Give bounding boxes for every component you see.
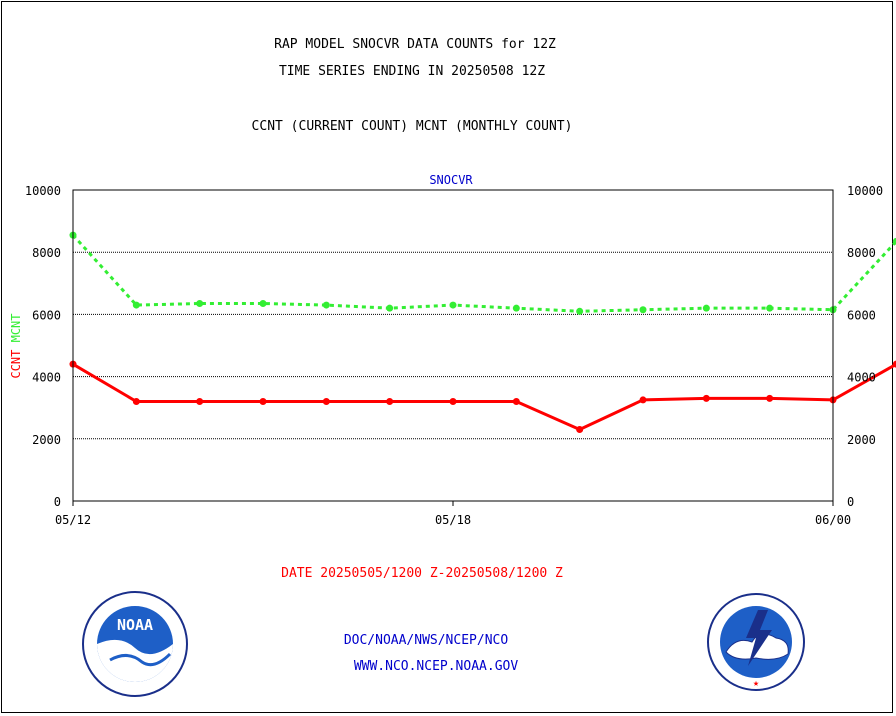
y-tick-label-left: 6000 (32, 308, 61, 322)
y-tick-label-right: 4000 (847, 371, 876, 385)
plot-frame (72, 189, 834, 502)
data-point-mcnt (322, 301, 330, 309)
chart-title-line1: RAP MODEL SNOCVR DATA COUNTS for 12Z (274, 37, 556, 52)
data-point-mcnt (702, 304, 710, 312)
chart-title-line2: TIME SERIES ENDING IN 20250508 12Z (278, 64, 546, 79)
y-tick-label-left: 0 (54, 495, 61, 509)
data-point-ccnt (639, 396, 647, 404)
noaa-logo-text: NOAA (117, 616, 153, 634)
data-point-mcnt (766, 304, 774, 312)
data-point-ccnt (386, 397, 394, 405)
data-point-ccnt (132, 397, 140, 405)
chart-subtitle: CCNT (CURRENT COUNT) MCNT (MONTHLY COUNT… (251, 119, 573, 134)
data-point-ccnt (892, 360, 896, 368)
y-tick-label-right: 0 (847, 495, 854, 509)
panel-title: SNOCVR (429, 173, 473, 187)
data-point-mcnt (639, 306, 647, 314)
data-point-ccnt (766, 394, 774, 402)
nws-logo: ★ (707, 593, 805, 691)
data-point-mcnt (512, 304, 520, 312)
data-point-mcnt (449, 301, 457, 309)
data-point-ccnt (196, 397, 204, 405)
data-point-mcnt (892, 237, 896, 245)
org-label: DOC/NOAA/NWS/NCEP/NCO (343, 633, 509, 648)
data-point-mcnt (576, 307, 584, 315)
noaa-logo: NOAA (82, 591, 188, 697)
website-link[interactable]: WWW.NCO.NCEP.NOAA.GOV (353, 659, 519, 674)
data-point-ccnt (576, 425, 584, 433)
y-axis-label: CCNT MCNT (9, 313, 23, 378)
x-tick-label: 05/18 (435, 513, 471, 527)
y-tick-label-left: 2000 (32, 433, 61, 447)
data-point-mcnt (132, 301, 140, 309)
date-range-label: DATE 20250505/1200 Z-20250508/1200 Z (281, 566, 563, 581)
x-tick-label: 05/12 (55, 513, 91, 527)
svg-text:★: ★ (753, 678, 759, 689)
data-point-ccnt (259, 397, 267, 405)
data-point-ccnt (449, 397, 457, 405)
x-tick-label: 06/00 (815, 513, 851, 527)
data-point-ccnt (322, 397, 330, 405)
y-axis-label-ccnt: CCNT (9, 350, 23, 379)
y-tick-label-left: 8000 (32, 246, 61, 260)
series-line-mcnt (71, 234, 896, 313)
tick-labels: 0 0 2000 2000 4000 4000 6000 6000 8000 8000 10000 1… (25, 184, 883, 527)
y-tick-label-right: 6000 (847, 308, 876, 322)
data-point-mcnt (259, 300, 267, 308)
data-point-mcnt (386, 304, 394, 312)
y-axis-label-mcnt: MCNT (9, 313, 23, 342)
data-point-ccnt (512, 397, 520, 405)
data-point-mcnt (196, 300, 204, 308)
time-series-chart: SNOCVR CCNT MCNT 0 0 2000 2000 4000 4000 6000 6… (9, 173, 896, 527)
data-point-ccnt (702, 394, 710, 402)
y-tick-label-left: 4000 (32, 371, 61, 385)
y-tick-label-right: 2000 (847, 433, 876, 447)
series-layer (69, 231, 896, 433)
y-tick-label-right: 8000 (847, 246, 876, 260)
y-tick-label-right: 10000 (847, 184, 883, 198)
y-tick-label-left: 10000 (25, 184, 61, 198)
